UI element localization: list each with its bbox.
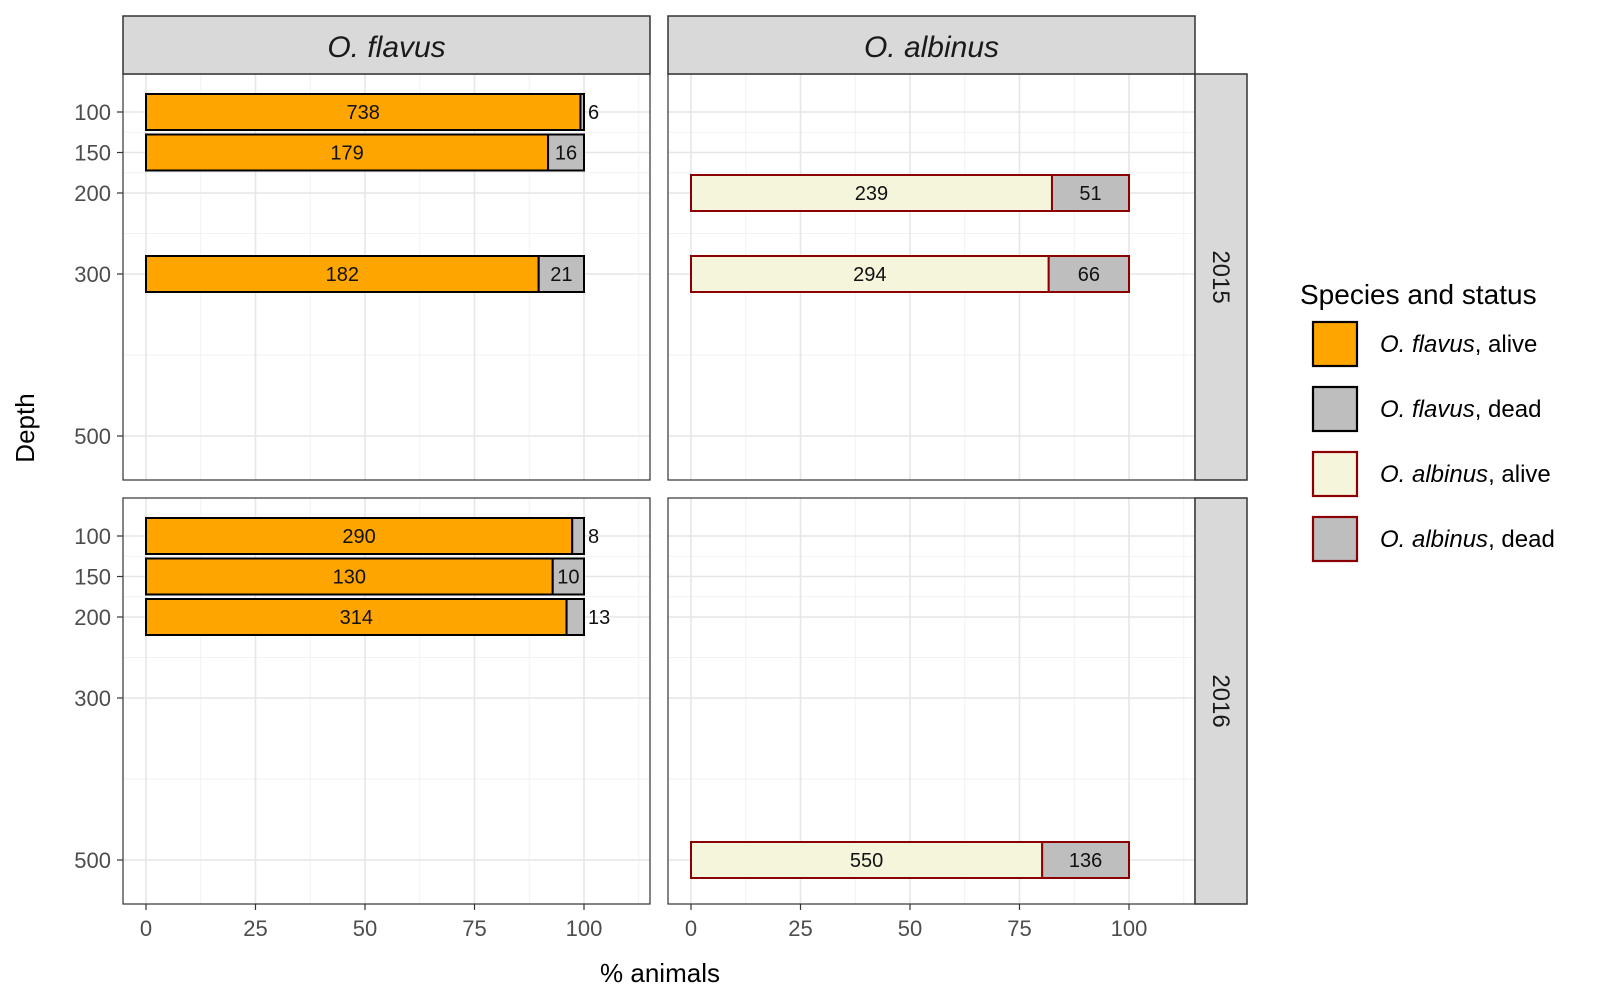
legend-label: O. flavus, dead xyxy=(1380,396,1541,423)
strip-2015 xyxy=(1194,73,1248,481)
y-tick-label: 500 xyxy=(74,424,111,449)
panels: 738 6 179 16 182 21 239 51 294 66 290 8 130 10 314 13 55… xyxy=(122,73,1196,905)
bar-alive xyxy=(145,133,550,172)
bar-alive xyxy=(145,598,568,636)
bar-dead xyxy=(537,255,585,293)
bar-label-dead: 136 xyxy=(1069,850,1102,872)
panel-albinus-2016: 550 136 xyxy=(667,497,1196,905)
bar-label-alive: 294 xyxy=(853,264,886,286)
strip-label-albinus: O. albinus xyxy=(864,31,999,64)
bar-label-dead: 10 xyxy=(557,567,579,589)
legend-item-albinus_alive: O. albinus, alive xyxy=(1311,450,1551,498)
y-tick-label: 300 xyxy=(74,262,111,287)
legend-label: O. albinus, dead xyxy=(1380,526,1555,553)
bar-alive xyxy=(145,93,582,131)
y-tick-label: 150 xyxy=(74,141,111,166)
legend-swatch xyxy=(1311,385,1359,433)
bar-alive xyxy=(145,255,540,293)
bar-label-dead: 13 xyxy=(588,607,610,629)
x-tick-label: 0 xyxy=(140,916,152,941)
facet-strips: O. flavus O. albinus 2015 2016 xyxy=(122,15,1248,905)
x-axis-title: % animals xyxy=(600,958,720,988)
legend-title: Species and status xyxy=(1300,279,1537,310)
x-tick-label: 25 xyxy=(243,916,267,941)
x-tick-label: 100 xyxy=(566,916,603,941)
legend-swatch xyxy=(1311,320,1359,368)
bar-label-alive: 182 xyxy=(326,264,359,286)
bar-label-dead: 21 xyxy=(550,264,572,286)
legend-swatch xyxy=(1311,450,1359,498)
legend-label: O. flavus, alive xyxy=(1380,331,1537,358)
panel-albinus-2015: 239 51 294 66 xyxy=(667,73,1196,481)
y-tick-label: 150 xyxy=(74,565,111,590)
y-tick-label: 100 xyxy=(74,100,111,125)
x-tick-label: 50 xyxy=(898,916,922,941)
y-tick-label: 300 xyxy=(74,686,111,711)
bar-dead xyxy=(547,133,585,172)
legend-item-albinus_dead: O. albinus, dead xyxy=(1311,515,1555,563)
bar-alive xyxy=(145,517,574,555)
y-tick-label: 100 xyxy=(74,524,111,549)
legend: Species and status O. flavus, alive O. fl… xyxy=(1300,279,1555,563)
bar-label-alive: 550 xyxy=(850,850,883,872)
strip-label-flavus: O. flavus xyxy=(327,31,445,64)
bar-label-alive: 179 xyxy=(330,143,363,165)
bar-label-alive: 314 xyxy=(340,607,373,629)
panel-flavus-2015: 738 6 179 16 182 21 xyxy=(122,73,651,481)
x-tick-label: 50 xyxy=(353,916,377,941)
strip-label-2016: 2016 xyxy=(1207,674,1234,727)
x-tick-label: 75 xyxy=(462,916,486,941)
bar-label-dead: 6 xyxy=(588,102,599,124)
bar-label-dead: 16 xyxy=(555,143,577,165)
strip-label-2015: 2015 xyxy=(1207,250,1234,303)
x-tick-label: 75 xyxy=(1007,916,1031,941)
bar-label-dead: 66 xyxy=(1078,264,1100,286)
bar-dead xyxy=(571,517,586,555)
y-axis-title: Depth xyxy=(10,393,40,462)
axes: % animals Depth 100150200300500100150200… xyxy=(10,100,1147,988)
legend-item-flavus_alive: O. flavus, alive xyxy=(1311,320,1537,368)
x-tick-label: 100 xyxy=(1111,916,1148,941)
strip-flavus xyxy=(122,15,651,75)
y-tick-label: 500 xyxy=(74,848,111,873)
bar-label-alive: 239 xyxy=(855,183,888,205)
bar-dead xyxy=(565,598,586,636)
strip-2016 xyxy=(1194,497,1248,905)
y-tick-label: 200 xyxy=(74,605,111,630)
x-tick-label: 0 xyxy=(685,916,697,941)
bar-alive xyxy=(690,841,1044,879)
panel-border xyxy=(122,497,651,905)
bar-dead xyxy=(551,557,586,596)
legend-item-flavus_dead: O. flavus, dead xyxy=(1311,385,1541,433)
bar-label-dead: 8 xyxy=(588,526,599,548)
y-tick-label: 200 xyxy=(74,181,111,206)
x-tick-label: 25 xyxy=(788,916,812,941)
legend-swatch xyxy=(1311,515,1359,563)
panel-flavus-2016: 290 8 130 10 314 13 xyxy=(122,497,651,905)
bar-dead xyxy=(1041,841,1130,879)
bar-dead xyxy=(579,93,585,131)
bar-alive xyxy=(690,255,1050,293)
strip-albinus xyxy=(667,15,1196,75)
bar-dead xyxy=(1050,174,1130,212)
panel-background xyxy=(668,498,1195,904)
bar-label-alive: 130 xyxy=(333,567,366,589)
bar-label-dead: 51 xyxy=(1079,183,1101,205)
bar-label-alive: 738 xyxy=(347,102,380,124)
bar-dead xyxy=(1047,255,1130,293)
bar-label-alive: 290 xyxy=(342,526,375,548)
legend-label: O. albinus, alive xyxy=(1380,461,1551,488)
